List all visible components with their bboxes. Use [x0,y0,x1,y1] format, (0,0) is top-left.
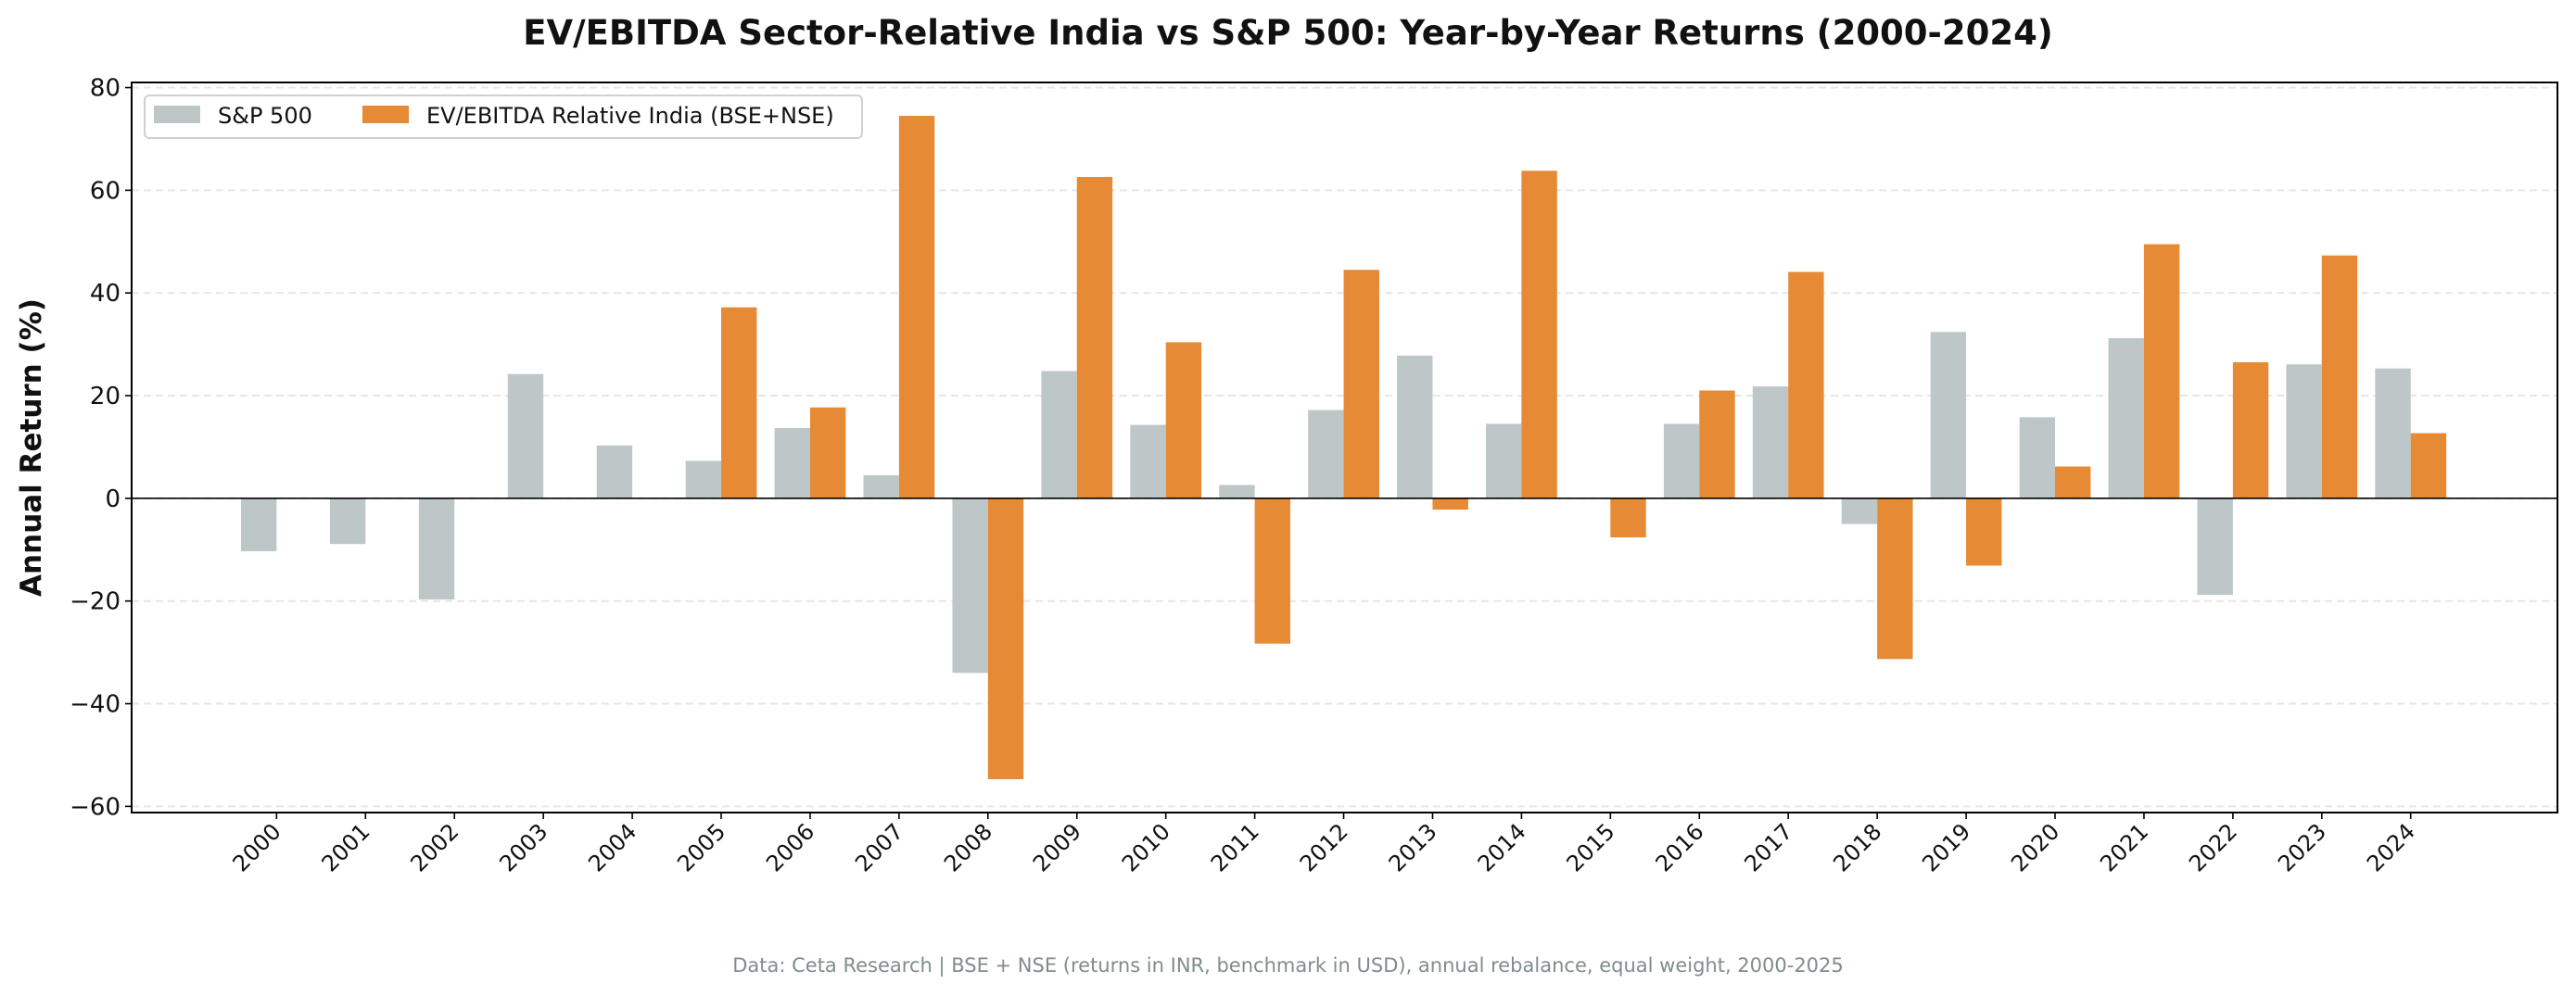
plot-frame [131,82,2558,813]
x-tick-label: 2002 [405,818,463,876]
bar-sp500-2011 [1219,485,1255,498]
x-tick-label: 2006 [761,818,819,876]
x-tick-label: 2011 [1206,818,1264,876]
bar-sp500-2010 [1130,424,1166,498]
bar-sp500-2002 [418,498,455,600]
bar-sp500-2006 [774,427,810,498]
bar-india-2009 [1076,176,1113,498]
bar-india-2006 [809,407,846,498]
bar-india-2015 [1610,498,1646,537]
chart-title: EV/EBITDA Sector-Relative India vs S&P 5… [523,13,2053,53]
bar-india-2024 [2410,433,2447,498]
bar-sp500-2019 [1930,332,1967,498]
bar-india-2017 [1788,271,1824,498]
x-tick-label: 2010 [1117,818,1175,876]
x-tick-label: 2005 [672,818,730,876]
bar-india-2023 [2321,255,2358,498]
y-tick-label: 20 [90,383,121,410]
bar-sp500-2000 [240,498,277,551]
x-tick-label: 2013 [1384,818,1442,876]
x-tick-label: 2016 [1651,818,1709,876]
bar-sp500-2024 [2375,368,2411,498]
bar-india-2019 [1966,498,2002,566]
y-tick-label: −60 [70,793,121,821]
bar-india-2008 [987,498,1024,779]
legend-swatch-sp500 [154,106,200,123]
x-tick-label: 2001 [317,818,375,876]
bar-sp500-2008 [952,498,988,674]
bar-india-2022 [2232,362,2269,498]
y-tick-label: 60 [90,177,121,205]
x-tick-label: 2012 [1295,818,1353,876]
bar-india-2020 [2054,466,2091,498]
legend-swatch-india [362,106,409,123]
bar-india-2005 [721,307,757,498]
y-tick-label: −20 [70,588,121,616]
bar-sp500-2021 [2108,337,2144,498]
bar-sp500-2013 [1397,355,1433,498]
bar-sp500-2005 [685,460,722,498]
x-tick-label: 2024 [2362,818,2420,876]
bar-india-2010 [1165,342,1202,498]
bar-india-2007 [898,116,935,498]
bar-sp500-2009 [1041,371,1077,498]
legend-label-sp500: S&P 500 [218,103,312,129]
bar-india-2011 [1254,498,1290,644]
bar-sp500-2001 [329,498,366,545]
x-tick-label: 2023 [2273,818,2331,876]
bar-sp500-2023 [2286,364,2322,498]
bar-sp500-2022 [2197,498,2233,596]
y-axis-label: Annual Return (%) [15,298,48,597]
bar-sp500-2020 [2019,417,2055,498]
bar-india-2018 [1877,498,1913,660]
x-tick-label: 2014 [1473,818,1531,876]
x-tick-label: 2015 [1562,818,1620,876]
bar-sp500-2003 [507,373,544,498]
bar-india-2012 [1343,270,1379,498]
x-tick-label: 2017 [1739,818,1797,876]
legend-label-india: EV/EBITDA Relative India (BSE+NSE) [426,103,834,129]
data-source-footer: Data: Ceta Research | BSE + NSE (returns… [732,954,1844,977]
y-tick-label: 80 [90,75,121,103]
x-tick-label: 2004 [583,818,641,876]
bar-india-2013 [1432,498,1468,511]
x-tick-label: 2019 [1917,818,1975,876]
bar-sp500-2004 [596,445,633,498]
x-tick-label: 2003 [494,818,552,876]
x-tick-label: 2000 [228,818,286,876]
x-tick-label: 2022 [2184,818,2242,876]
x-tick-label: 2007 [850,818,908,876]
bar-india-2016 [1699,390,1735,498]
bar-india-2021 [2143,244,2180,498]
bar-sp500-2017 [1752,386,1789,498]
bar-sp500-2007 [863,474,899,498]
x-tick-label: 2018 [1828,818,1886,876]
y-tick-label: −40 [70,691,121,719]
bar-sp500-2012 [1308,410,1344,498]
bar-sp500-2018 [1841,498,1878,524]
legend-box [144,95,863,139]
y-tick-label: 40 [90,280,121,308]
x-tick-label: 2008 [939,818,997,876]
bar-sp500-2014 [1486,423,1522,498]
x-tick-label: 2009 [1028,818,1086,876]
bar-india-2014 [1521,170,1557,498]
x-tick-label: 2021 [2095,818,2153,876]
x-tick-label: 2020 [2006,818,2064,876]
y-tick-label: 0 [105,485,121,513]
bar-sp500-2016 [1663,423,1700,498]
